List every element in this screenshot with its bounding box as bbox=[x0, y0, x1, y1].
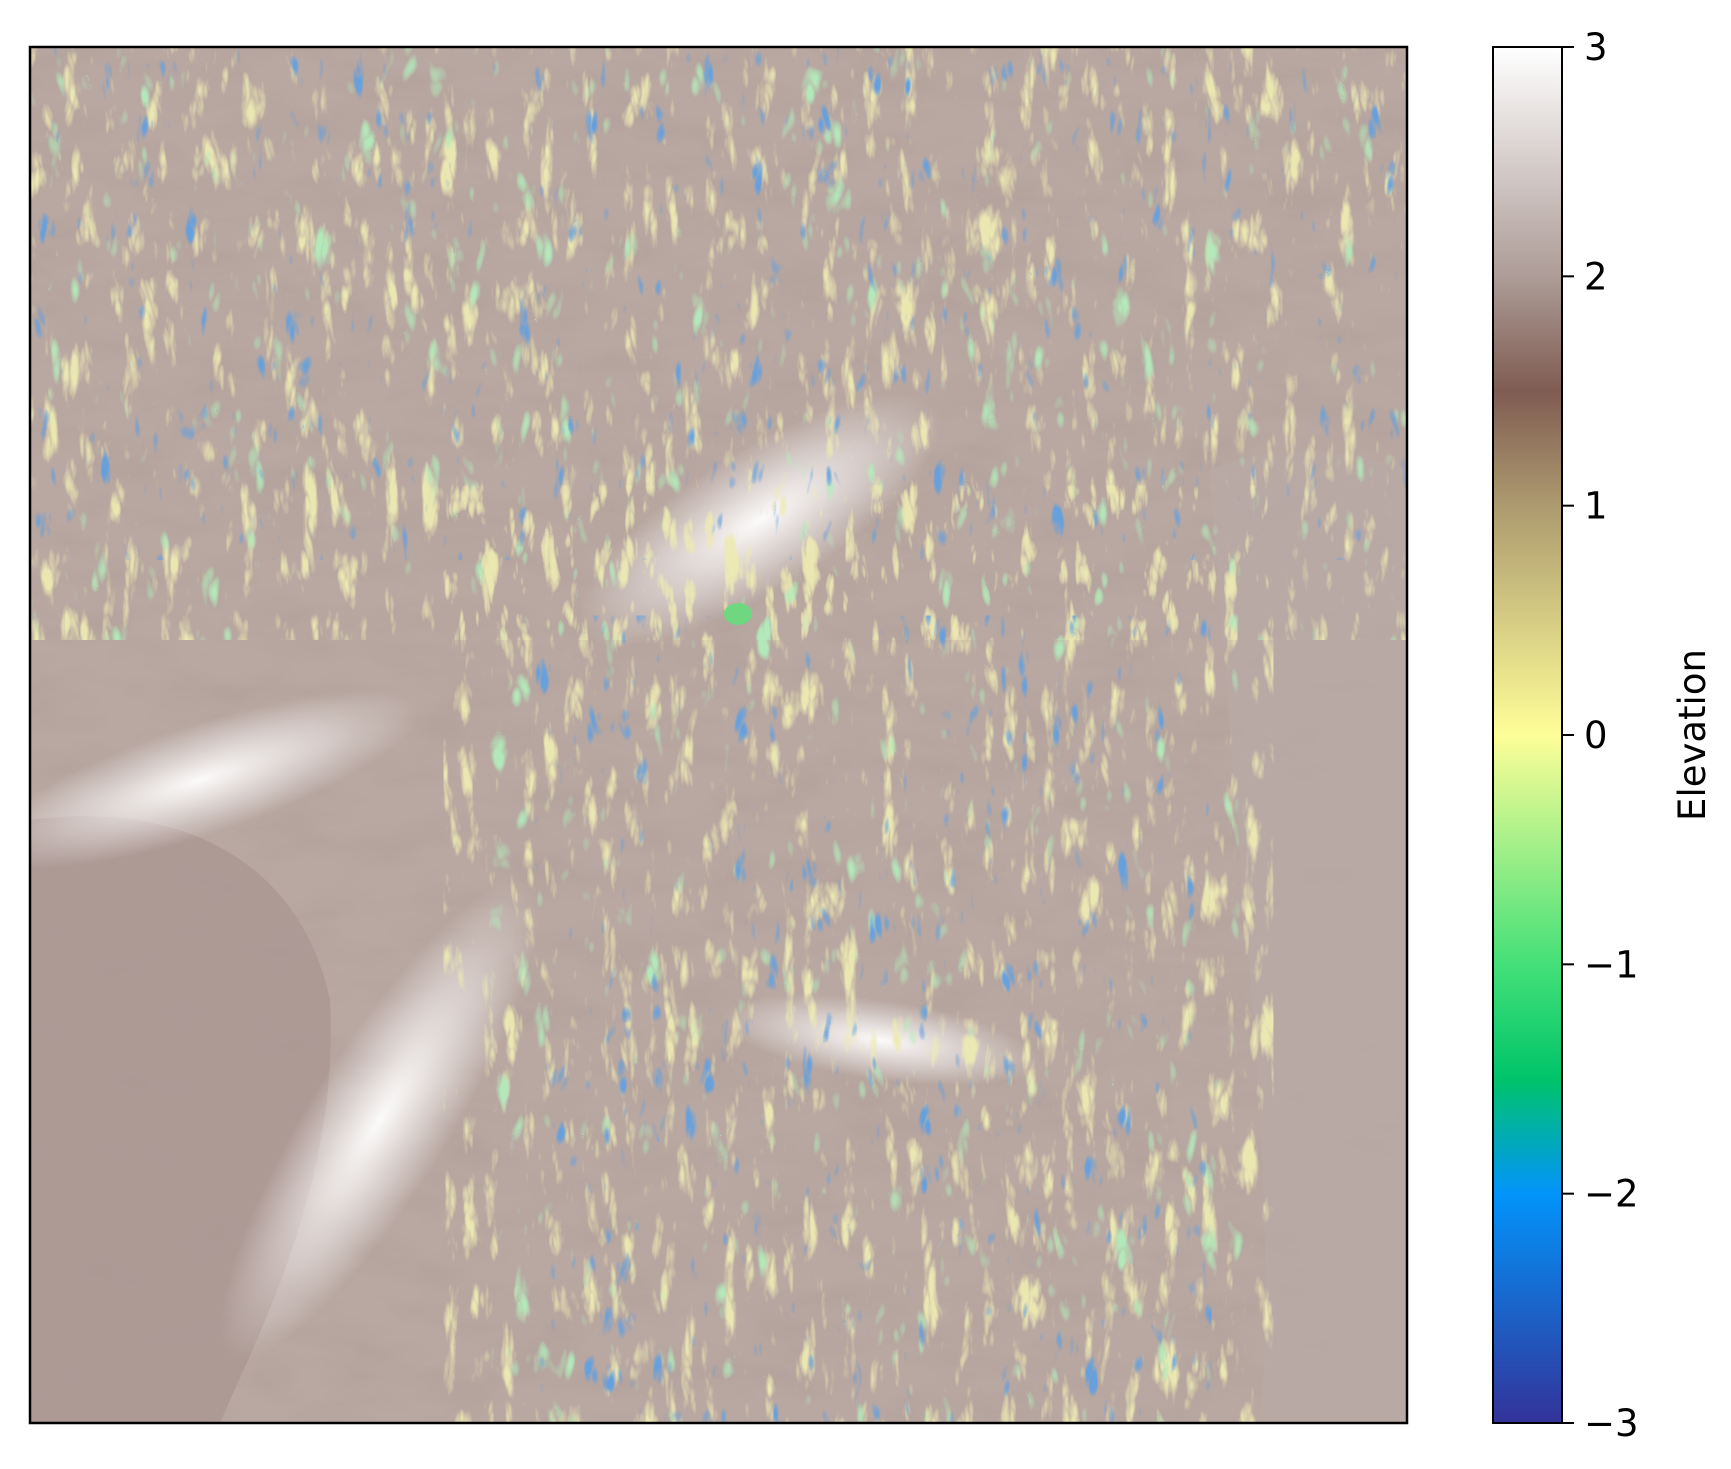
plot-frame bbox=[28, 45, 1409, 1425]
colorbar-tick-label: 1 bbox=[1584, 485, 1608, 528]
colorbar-label: Elevation bbox=[1671, 649, 1714, 821]
colorbar-ticks: −3 −2 −1 0 1 2 3 bbox=[1562, 26, 1639, 1445]
heatmap-image bbox=[30, 47, 1407, 1423]
colorbar-tick-label: 2 bbox=[1584, 255, 1608, 298]
colorbar-gradient bbox=[1492, 46, 1563, 1424]
colorbar-tick-label: 0 bbox=[1584, 714, 1608, 757]
colorbar-tick-label: −3 bbox=[1584, 1402, 1639, 1445]
colorbar-tick-label: −1 bbox=[1584, 943, 1639, 986]
colorbar-tick-label: 3 bbox=[1584, 26, 1608, 69]
colorbar-tick-label: −2 bbox=[1584, 1173, 1639, 1216]
colorbar: −3 −2 −1 0 1 2 3 Elevation bbox=[1492, 26, 1714, 1445]
